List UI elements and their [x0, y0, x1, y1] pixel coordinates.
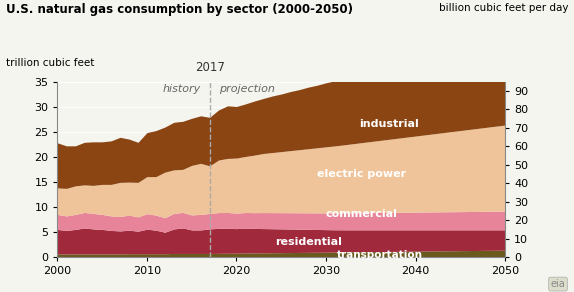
Text: U.S. natural gas consumption by sector (2000-2050): U.S. natural gas consumption by sector (… — [6, 3, 353, 16]
Text: billion cubic feet per day: billion cubic feet per day — [439, 3, 568, 13]
Text: electric power: electric power — [317, 169, 406, 179]
Text: history: history — [162, 84, 201, 94]
Text: commercial: commercial — [326, 209, 398, 219]
Text: projection: projection — [219, 84, 274, 94]
Text: residential: residential — [275, 237, 342, 247]
Text: eia: eia — [550, 279, 565, 289]
Text: 2017: 2017 — [195, 61, 224, 74]
Text: trillion cubic feet: trillion cubic feet — [6, 58, 94, 68]
Text: industrial: industrial — [359, 119, 418, 129]
Text: transportation: transportation — [337, 250, 423, 260]
